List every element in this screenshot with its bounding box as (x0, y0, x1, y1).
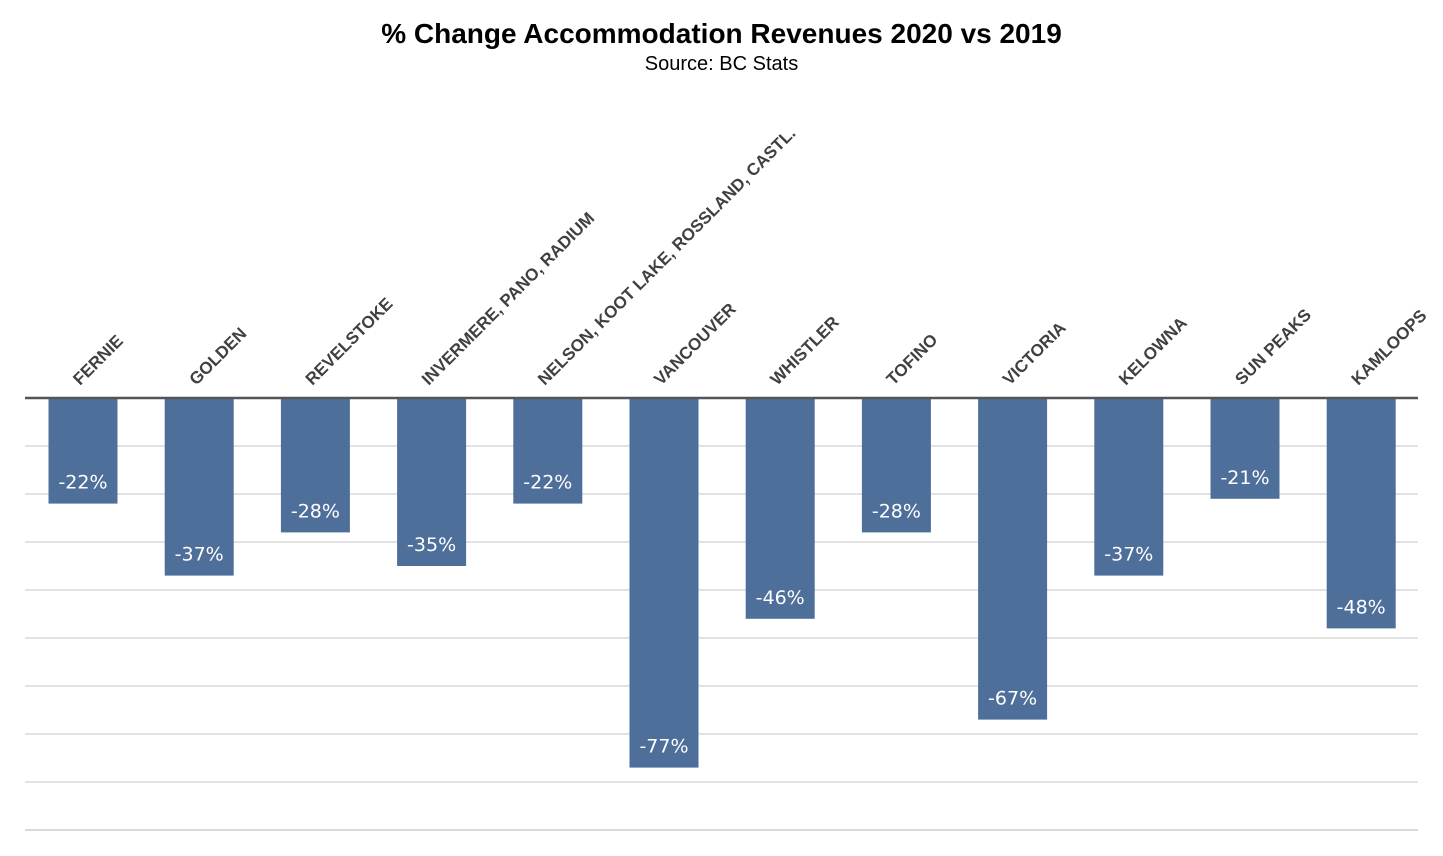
category-label: NELSON, KOOT LAKE, ROSSLAND, CASTL. (534, 124, 799, 389)
bars (48, 398, 1396, 768)
category-label: SUN PEAKS (1231, 305, 1315, 389)
data-label: -77% (639, 736, 688, 758)
category-labels: FERNIE GOLDEN REVELSTOKE INVERMERE, PANO, R… (69, 124, 1430, 389)
data-label: -21% (1220, 467, 1269, 489)
category-label: VANCOUVER (650, 299, 739, 388)
data-label: -28% (872, 500, 921, 522)
category-label: KAMLOOPS (1348, 306, 1431, 389)
category-label: VICTORIA (999, 318, 1070, 389)
data-label: -37% (175, 544, 224, 566)
category-label: FERNIE (69, 331, 127, 389)
category-label: TOFINO (883, 330, 942, 389)
data-label: -22% (523, 472, 572, 494)
data-labels: -22% -37% -28% -35% -22% -77% -46% -28% -67% -37%… (58, 467, 1385, 758)
bar (745, 398, 815, 619)
data-label: -22% (58, 472, 107, 494)
gridlines (25, 445, 1418, 831)
bar (1094, 398, 1164, 576)
data-label: -37% (1104, 544, 1153, 566)
bar (397, 398, 467, 566)
bar (629, 398, 699, 768)
bar (513, 398, 583, 504)
chart-title: % Change Accommodation Revenues 2020 vs … (381, 18, 1062, 49)
bar (978, 398, 1048, 720)
category-label: WHISTLER (767, 313, 843, 389)
data-label: -35% (407, 534, 456, 556)
chart-subtitle: Source: BC Stats (644, 53, 799, 75)
bar (1326, 398, 1396, 629)
bar (1210, 398, 1280, 499)
category-label: KELOWNA (1115, 313, 1191, 389)
data-label: -46% (756, 587, 805, 609)
category-label: GOLDEN (186, 324, 251, 389)
bar (164, 398, 234, 576)
data-label: -67% (988, 688, 1037, 710)
category-label: REVELSTOKE (302, 294, 397, 389)
data-label: -28% (291, 500, 340, 522)
bar (280, 398, 350, 533)
bar (48, 398, 118, 504)
data-label: -48% (1337, 596, 1386, 618)
bar (861, 398, 931, 533)
